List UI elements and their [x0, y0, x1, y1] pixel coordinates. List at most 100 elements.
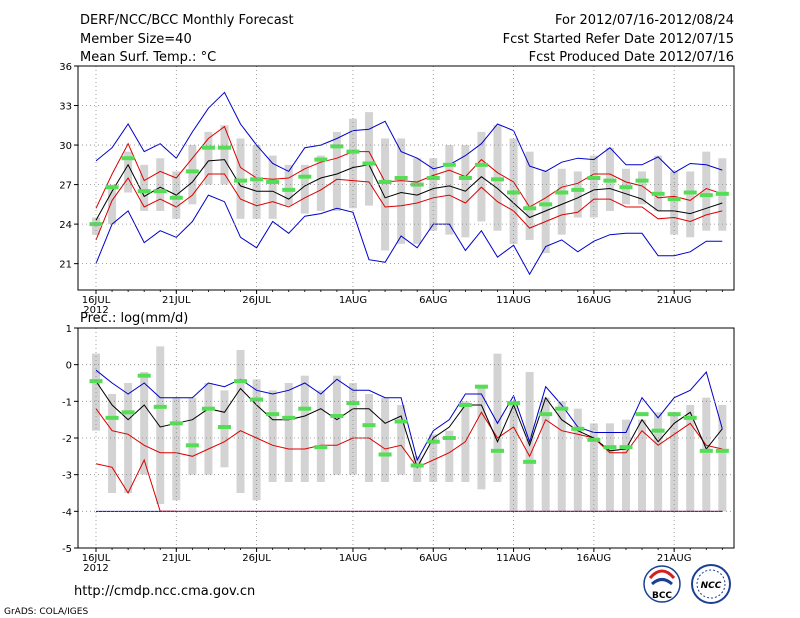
prec-xtick-label: 1AUG — [339, 553, 367, 564]
prec-observed-marker — [169, 421, 183, 426]
temp-box — [686, 171, 695, 238]
temp-box — [445, 145, 454, 235]
prec-box — [429, 434, 438, 482]
temp-xtick-label: 11AUG — [496, 295, 531, 306]
temp-xtick-label: 16JUL — [82, 295, 111, 306]
temp-observed-marker — [105, 185, 119, 190]
temp-box — [365, 112, 374, 206]
prec-observed-marker — [234, 379, 248, 384]
temp-observed-marker — [619, 185, 633, 190]
prec-observed-marker — [523, 459, 537, 464]
temp-box — [316, 155, 325, 211]
temp-xtick-label: 26JUL — [242, 295, 271, 306]
temp-ytick-label: 24 — [59, 220, 72, 231]
temp-box — [140, 164, 149, 211]
prec-observed-marker — [603, 445, 617, 450]
prec-box — [316, 390, 325, 482]
prec-observed-marker — [667, 412, 681, 417]
prec-lower-extreme-line — [95, 458, 177, 512]
prec-observed-marker — [555, 406, 569, 411]
prec-observed-marker — [491, 448, 504, 453]
prec-xtick-label: 26JUL — [242, 553, 271, 564]
forecast-period: For 2012/07/16-2012/08/24 — [555, 13, 734, 28]
prec-observed-marker — [217, 425, 231, 429]
prec-observed-marker — [507, 401, 521, 406]
temp-box — [381, 138, 390, 251]
temp-observed-marker — [121, 156, 135, 161]
temp-observed-marker — [298, 174, 312, 179]
temp-box — [332, 131, 341, 211]
prec-observed-marker — [266, 412, 280, 417]
temp-observed-marker — [137, 189, 151, 194]
temp-observed-marker — [458, 176, 472, 180]
prec-observed-marker — [378, 452, 392, 457]
temp-box — [252, 145, 261, 219]
top-variable-label: Mean Surf. Temp.: °C — [80, 50, 216, 65]
temp-observed-marker — [507, 190, 521, 195]
temp-ytick-label: 30 — [59, 141, 72, 152]
temp-box — [541, 171, 550, 254]
temp-observed-marker — [153, 189, 167, 194]
source-url[interactable]: http://cmdp.ncc.cma.gov.cn — [74, 584, 255, 599]
temp-xtick-label: 1AUG — [339, 295, 367, 306]
temp-xtick-year: 2012 — [83, 305, 108, 316]
temp-observed-marker — [250, 177, 264, 182]
prec-box — [541, 397, 550, 512]
temp-box — [413, 158, 422, 244]
temp-box — [348, 118, 357, 209]
temp-box — [204, 131, 213, 185]
temp-observed-marker — [346, 149, 360, 154]
prec-xtick-label: 21JUL — [162, 553, 191, 564]
prec-observed-marker — [699, 448, 713, 453]
prec-box — [268, 390, 277, 482]
prec-box — [332, 375, 341, 475]
temp-observed-marker — [266, 179, 280, 184]
temp-box — [525, 151, 534, 240]
temp-observed-marker — [491, 177, 504, 182]
temp-observed-marker — [314, 157, 328, 162]
temp-observed-marker — [410, 182, 424, 187]
prec-box — [654, 412, 663, 512]
prec-observed-marker — [105, 415, 119, 420]
temp-observed-marker — [201, 145, 215, 150]
prec-xtick-label: 6AUG — [419, 553, 447, 564]
chart-title: DERF/NCC/BCC Monthly Forecast — [80, 13, 294, 28]
temp-observed-marker — [217, 145, 231, 150]
prec-box — [557, 401, 566, 512]
temp-box — [108, 184, 117, 225]
temp-xtick-label: 21AUG — [657, 295, 692, 306]
prec-observed-marker — [314, 445, 328, 450]
temp-box — [654, 155, 663, 211]
prec-observed-marker — [153, 404, 167, 409]
ncc-logo: NCC — [691, 564, 731, 604]
prec-ytick-label: -4 — [62, 507, 72, 518]
prec-ytick-label: 0 — [66, 361, 72, 372]
temp-observed-marker — [715, 191, 729, 196]
temp-frame — [77, 65, 735, 291]
prec-observed-marker — [362, 423, 376, 428]
prec-xtick-label: 21AUG — [657, 553, 692, 564]
prec-xtick-label: 16AUG — [577, 553, 612, 564]
prec-box — [686, 405, 695, 512]
prec-observed-marker — [442, 436, 456, 440]
temp-box — [156, 158, 165, 211]
prec-box — [670, 412, 679, 512]
temp-box — [220, 125, 229, 185]
prec-observed-marker — [410, 463, 424, 468]
prec-observed-marker — [201, 406, 215, 411]
prec-upper-line — [95, 369, 723, 462]
prec-ytick-label: -5 — [62, 544, 72, 555]
bcc-logo-text: BCC — [652, 591, 672, 601]
grads-credit: GrADS: COLA/IGES — [4, 607, 88, 617]
prec-observed-marker — [587, 437, 601, 442]
temp-observed-marker — [442, 162, 456, 167]
temp-box — [670, 171, 679, 235]
prec-observed-marker — [137, 373, 151, 378]
prec-box — [156, 346, 165, 504]
prec-box — [493, 353, 502, 482]
prec-box — [381, 397, 390, 482]
temp-observed-marker — [89, 222, 103, 227]
prec-observed-marker — [715, 448, 729, 453]
prec-ytick-label: -3 — [62, 471, 72, 482]
temp-observed-marker — [571, 187, 585, 192]
